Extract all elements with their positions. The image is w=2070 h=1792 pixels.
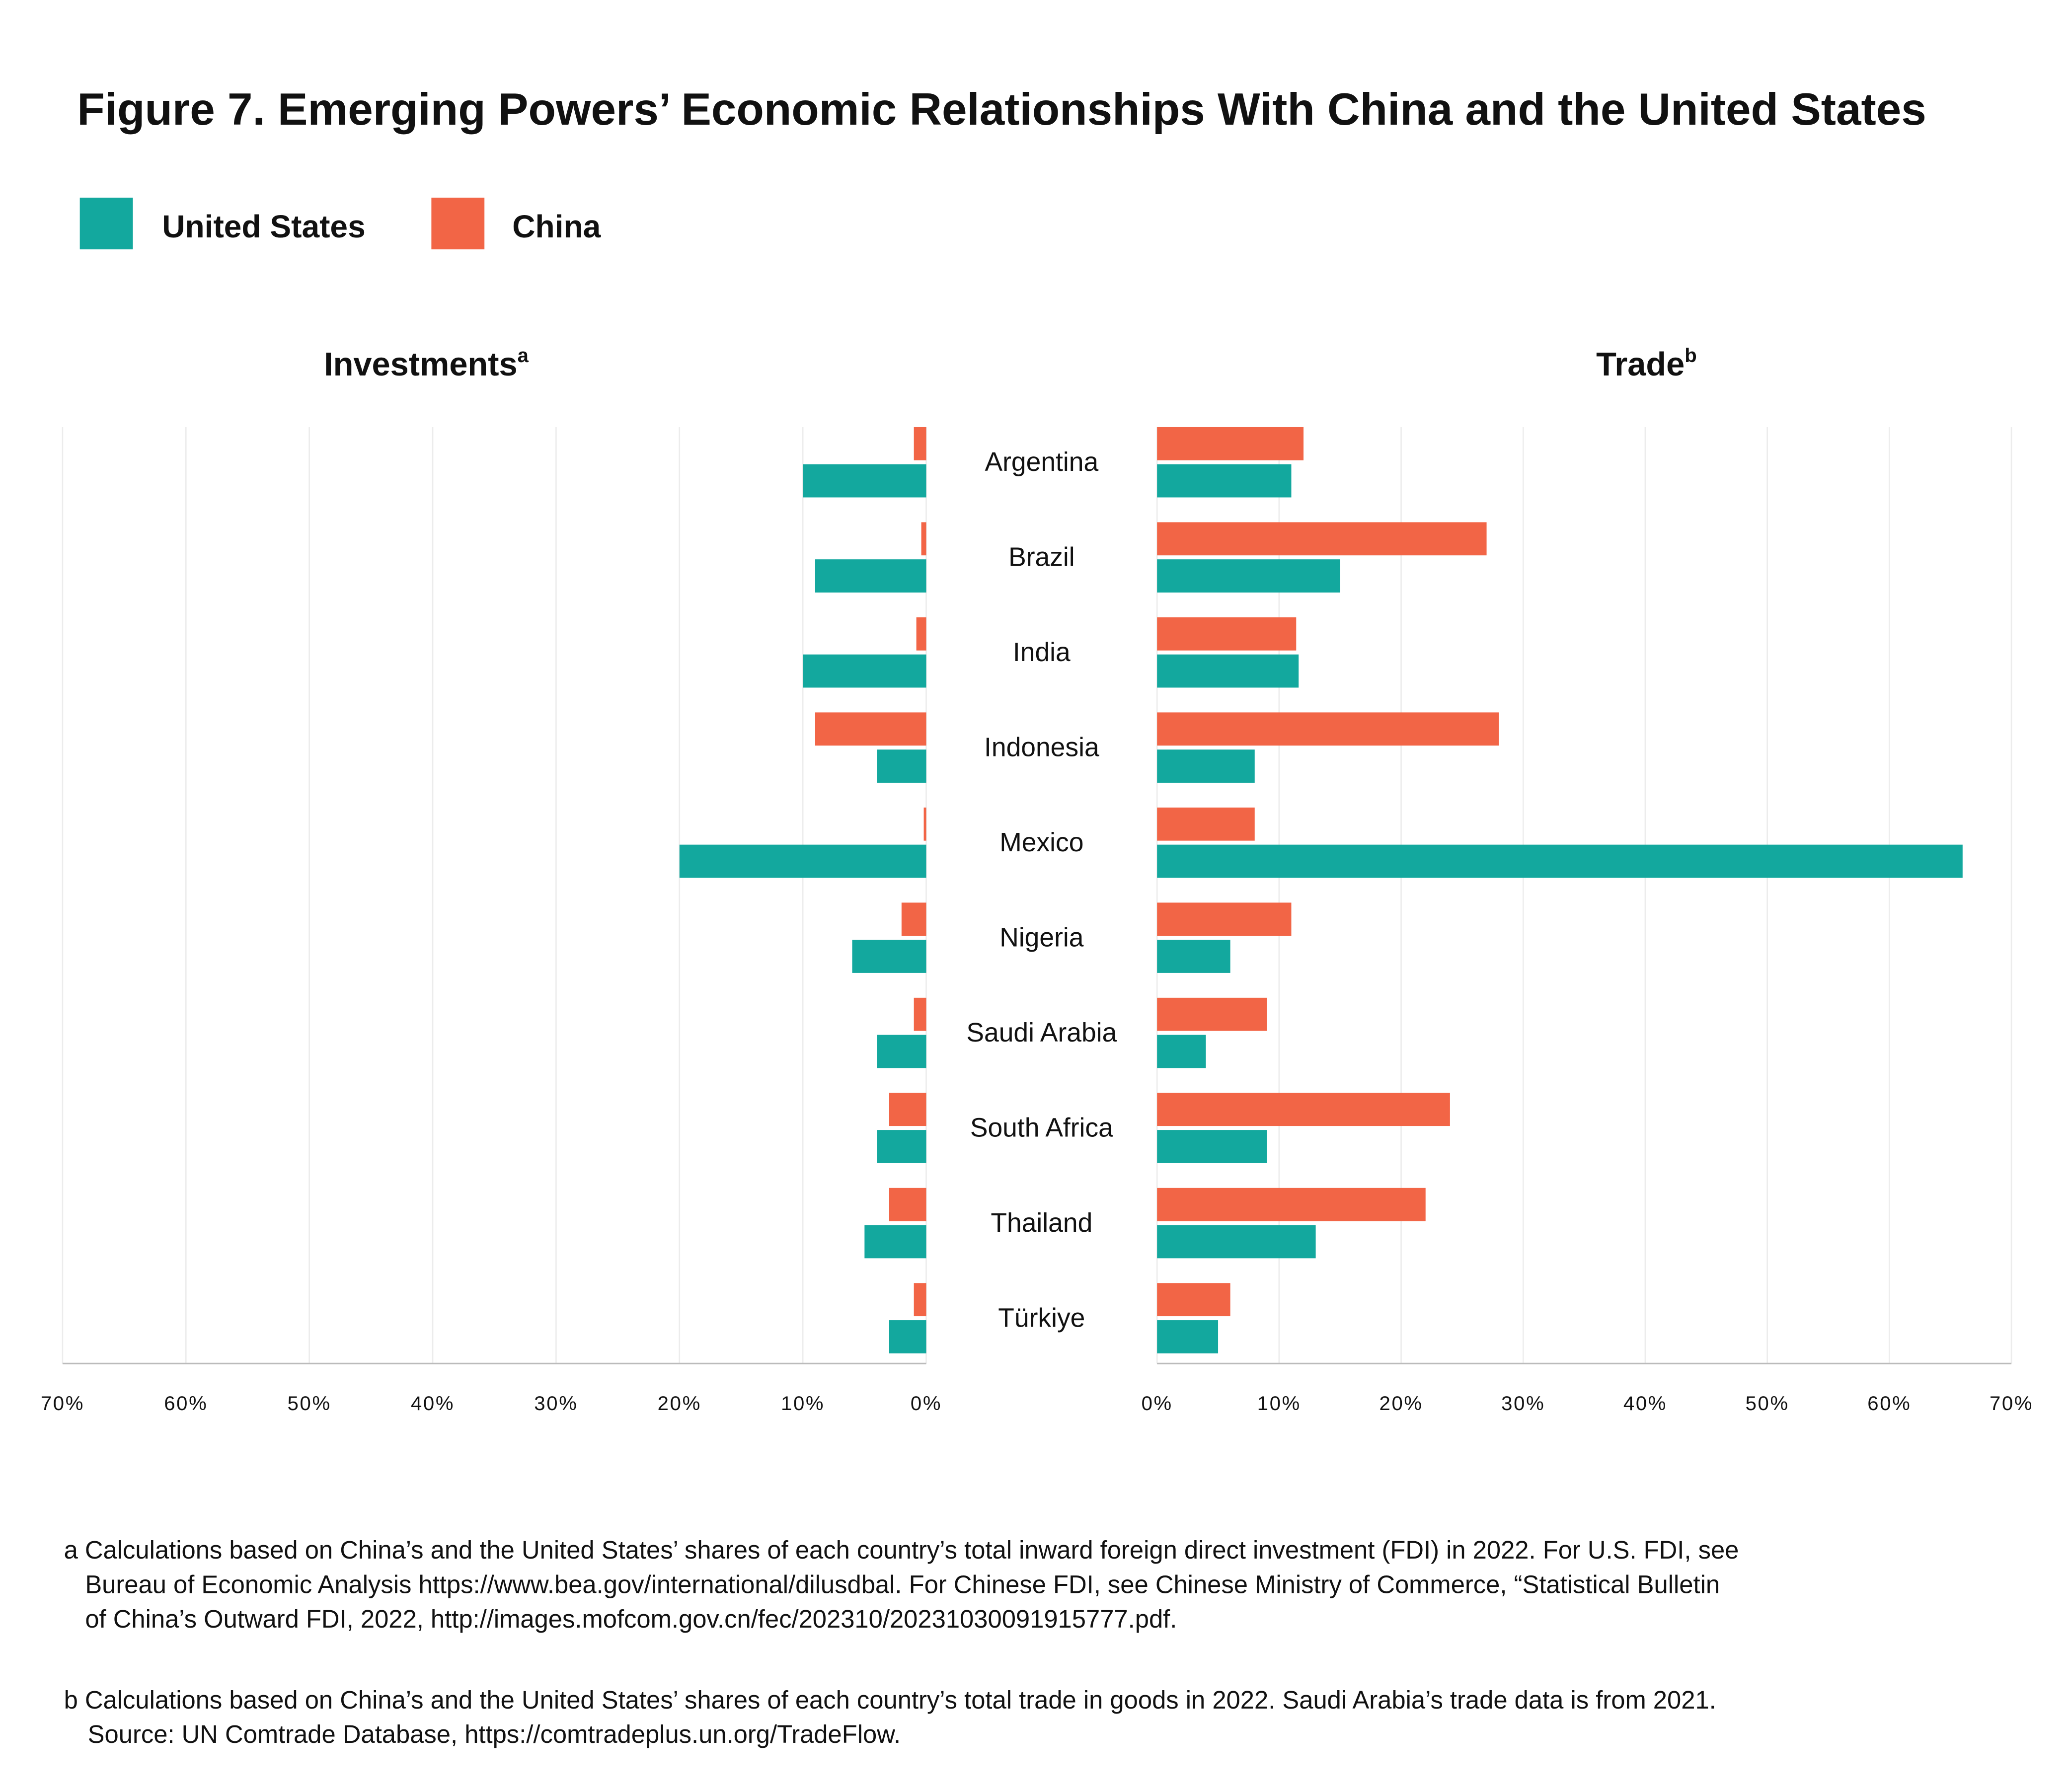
bar-trade-us-mexico bbox=[1157, 844, 1963, 878]
bar-investments-us-india bbox=[803, 654, 926, 688]
bar-investments-us-brazil bbox=[815, 559, 926, 593]
bars bbox=[679, 427, 1963, 1353]
country-label: Mexico bbox=[999, 828, 1083, 857]
footnote-b-line: Source: UN Comtrade Database, https://co… bbox=[88, 1720, 901, 1748]
bar-trade-china-thailand bbox=[1157, 1188, 1426, 1221]
panel-title-investments: Investmentsa bbox=[324, 345, 529, 383]
tick-label: 20% bbox=[658, 1393, 701, 1415]
footnote-a-line: of China’s Outward FDI, 2022, http://ima… bbox=[85, 1605, 1177, 1633]
legend-swatch-china bbox=[431, 197, 485, 250]
legend-label-us: United States bbox=[162, 209, 365, 244]
bar-trade-china-argentina bbox=[1157, 427, 1304, 460]
bar-trade-us-argentina bbox=[1157, 464, 1292, 498]
bar-trade-us-south-africa bbox=[1157, 1130, 1267, 1163]
bar-investments-china-mexico bbox=[923, 807, 926, 841]
country-label: Türkiye bbox=[998, 1303, 1085, 1333]
tick-label: 50% bbox=[1746, 1393, 1789, 1415]
tick-label: 20% bbox=[1380, 1393, 1423, 1415]
bar-trade-us-saudi-arabia bbox=[1157, 1035, 1206, 1068]
footnote-a-line: Bureau of Economic Analysis https://www.… bbox=[85, 1570, 1720, 1598]
panel-title-trade: Tradeb bbox=[1596, 345, 1697, 383]
footnote-b: b Calculations based on China’s and the … bbox=[64, 1686, 1716, 1748]
bar-trade-china-brazil bbox=[1157, 522, 1487, 556]
country-label: South Africa bbox=[970, 1113, 1113, 1142]
bar-investments-china-saudi-arabia bbox=[914, 997, 926, 1031]
bar-investments-us-nigeria bbox=[852, 940, 926, 973]
tick-label: 10% bbox=[1257, 1393, 1301, 1415]
bar-investments-us-mexico bbox=[679, 844, 926, 878]
bar-investments-us-south-africa bbox=[877, 1130, 926, 1163]
bar-investments-china-türkiye bbox=[914, 1283, 926, 1317]
tick-label: 70% bbox=[41, 1393, 84, 1415]
country-label: Thailand bbox=[991, 1208, 1092, 1238]
bar-investments-china-thailand bbox=[889, 1188, 926, 1221]
chart-title: Figure 7. Emerging Powers’ Economic Rela… bbox=[77, 84, 1926, 135]
country-label: India bbox=[1013, 638, 1071, 667]
bar-investments-china-argentina bbox=[914, 427, 926, 460]
tick-label: 0% bbox=[911, 1393, 942, 1415]
tick-label: 10% bbox=[781, 1393, 825, 1415]
legend: United States China bbox=[79, 197, 602, 250]
country-label: Argentina bbox=[985, 448, 1099, 477]
legend-swatch-us bbox=[79, 197, 133, 250]
tick-label: 40% bbox=[411, 1393, 455, 1415]
footnote-b-line: b Calculations based on China’s and the … bbox=[64, 1686, 1716, 1714]
bar-investments-us-türkiye bbox=[889, 1320, 926, 1353]
tick-label: 0% bbox=[1142, 1393, 1173, 1415]
bar-trade-us-india bbox=[1157, 654, 1299, 688]
bar-trade-us-türkiye bbox=[1157, 1320, 1219, 1353]
bar-trade-china-indonesia bbox=[1157, 712, 1499, 746]
bar-trade-china-nigeria bbox=[1157, 902, 1292, 936]
bar-trade-china-saudi-arabia bbox=[1157, 997, 1267, 1031]
tick-label: 70% bbox=[1990, 1393, 2033, 1415]
legend-label-china: China bbox=[512, 209, 601, 244]
country-label: Nigeria bbox=[999, 923, 1083, 952]
footnote-a-line: a Calculations based on China’s and the … bbox=[64, 1536, 1739, 1564]
bar-investments-china-indonesia bbox=[815, 712, 926, 746]
tick-label: 30% bbox=[534, 1393, 578, 1415]
country-label: Saudi Arabia bbox=[966, 1018, 1117, 1047]
bar-trade-china-mexico bbox=[1157, 807, 1255, 841]
bar-investments-us-argentina bbox=[803, 464, 926, 498]
bar-trade-us-thailand bbox=[1157, 1225, 1316, 1259]
bar-trade-us-indonesia bbox=[1157, 749, 1255, 783]
footnote-a: a Calculations based on China’s and the … bbox=[64, 1536, 1739, 1633]
tick-label: 40% bbox=[1623, 1393, 1667, 1415]
tick-label: 50% bbox=[288, 1393, 331, 1415]
tick-label: 60% bbox=[164, 1393, 208, 1415]
bar-investments-china-brazil bbox=[921, 522, 926, 556]
country-labels: Argentina Brazil India Indonesia Mexico Niger… bbox=[966, 448, 1117, 1333]
bar-investments-us-indonesia bbox=[877, 749, 926, 783]
tick-labels: 70% 60% 50% 40% 30% 20% 10% 0% 0% 10% 20% 30% 40% 50%… bbox=[41, 1393, 2033, 1415]
country-label: Brazil bbox=[1008, 543, 1075, 572]
bar-trade-china-south-africa bbox=[1157, 1093, 1450, 1126]
bar-investments-us-thailand bbox=[864, 1225, 926, 1259]
bar-investments-china-india bbox=[916, 617, 926, 651]
country-label: Indonesia bbox=[984, 733, 1099, 762]
bar-trade-china-india bbox=[1157, 617, 1297, 651]
tick-label: 30% bbox=[1501, 1393, 1545, 1415]
bar-trade-china-türkiye bbox=[1157, 1283, 1230, 1317]
bar-investments-china-nigeria bbox=[901, 902, 926, 936]
bar-trade-us-nigeria bbox=[1157, 940, 1230, 973]
tick-label: 60% bbox=[1867, 1393, 1911, 1415]
bar-investments-china-south-africa bbox=[889, 1093, 926, 1126]
bar-investments-us-saudi-arabia bbox=[877, 1035, 926, 1068]
bar-trade-us-brazil bbox=[1157, 559, 1340, 593]
